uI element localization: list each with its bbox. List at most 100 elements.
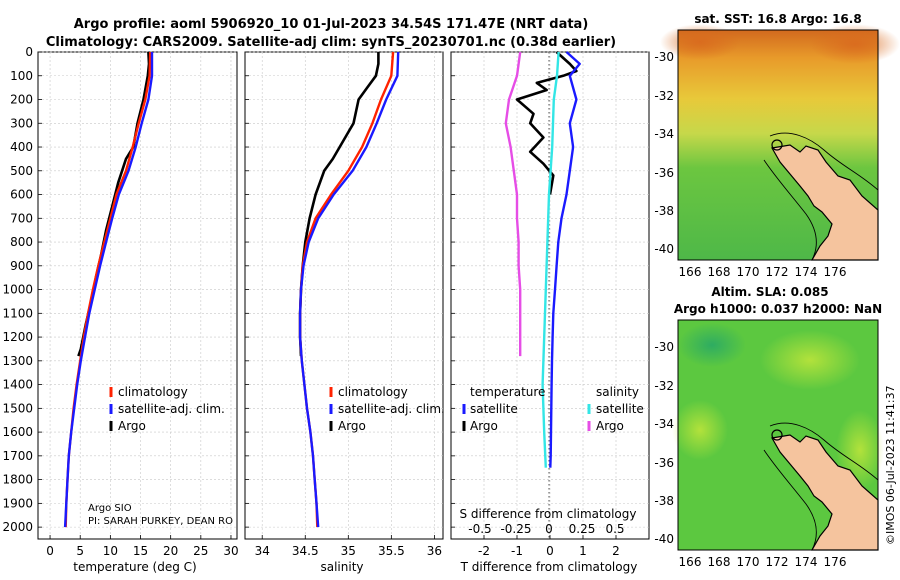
difference-panel: -2 -1 0 1 2 temperature satellite Argo salin… xyxy=(450,51,650,574)
x-tick-label: 35 xyxy=(341,544,356,558)
map-x-tick-label: 176 xyxy=(824,555,847,569)
sla-map-title: Altim. SLA: 0.085 xyxy=(711,285,828,299)
y-tick-label: 1600 xyxy=(2,425,33,439)
map-y-tick-label: -30 xyxy=(654,50,674,64)
legend-argo-label: Argo xyxy=(338,419,366,433)
y-tick-label: 2000 xyxy=(2,520,33,534)
x-tick-label: 36 xyxy=(427,544,442,558)
y-tick-label: 800 xyxy=(10,235,33,249)
salinity-panel-frame xyxy=(244,51,444,540)
y-tick-label: 1000 xyxy=(2,283,33,297)
sst-map: sat. SST: 16.8 Argo: 16.8 166 168 170 172 17… xyxy=(654,12,900,279)
legend-sal-satellite-label: satellite xyxy=(596,402,644,416)
bathymetry-contour xyxy=(769,132,879,191)
bathymetry-contour xyxy=(769,422,879,481)
imos-timestamp: ©IMOS 06-Jul-2023 11:41:37 xyxy=(884,385,897,545)
map-x-tick-label: 168 xyxy=(708,265,731,279)
map-x-tick-label: 166 xyxy=(679,555,702,569)
legend-temp-argo-label: Argo xyxy=(470,419,498,433)
x-tick-label: 35.5 xyxy=(378,544,405,558)
temperature-panel: 0100200300400500600700800900100011001200… xyxy=(2,45,238,574)
map-y-tick-label: -38 xyxy=(654,494,674,508)
map-x-tick-label: 166 xyxy=(679,265,702,279)
difference-series xyxy=(504,51,581,468)
sst-map-tick-labels: 166 168 170 172 174 176 -30 -32 -34 -36 -38 -40 xyxy=(654,50,846,279)
y-tick-label: 1800 xyxy=(2,473,33,487)
y-tick-label: 1900 xyxy=(2,496,33,510)
y-tick-label: 500 xyxy=(10,164,33,178)
bathymetry-contour xyxy=(763,159,817,261)
temperature-xlabel: temperature (deg C) xyxy=(73,560,196,574)
map-y-tick-label: -38 xyxy=(654,204,674,218)
map-x-tick-label: 168 xyxy=(708,555,731,569)
y-tick-label: 400 xyxy=(10,140,33,154)
series-line-satellite-adj-clim- xyxy=(63,52,154,528)
temperature-tick-labels: 0100200300400500600700800900100011001200… xyxy=(2,45,238,558)
x-tick-label: 34.5 xyxy=(292,544,319,558)
sla-low-patch xyxy=(678,323,746,367)
y-tick-label: 100 xyxy=(10,69,33,83)
y-tick-label: 600 xyxy=(10,188,33,202)
map-x-tick-label: 172 xyxy=(766,555,789,569)
y-tick-label: 1200 xyxy=(2,330,33,344)
y-tick-label: 1100 xyxy=(2,306,33,320)
series-line-t-satellite xyxy=(549,51,581,468)
legend-satellite-label: satellite-adj. clim. xyxy=(118,402,225,416)
series-line-satellite-adj-clim- xyxy=(298,51,400,528)
sla-high-patch xyxy=(760,330,860,390)
s-difference-tick-labels: -0.5 -0.25 0 0.25 0.5 xyxy=(468,522,624,536)
y-tick-label: 700 xyxy=(10,211,33,225)
map-x-tick-label: 174 xyxy=(795,265,818,279)
difference-legend: temperature satellite Argo salinity sate… xyxy=(462,385,644,433)
legend-temperature-title: temperature xyxy=(470,385,545,399)
s-diff-tick-label: -0.5 xyxy=(468,522,491,536)
x-tick-label: 10 xyxy=(103,544,118,558)
x-tick-label: 0 xyxy=(46,544,54,558)
x-tick-label: 34 xyxy=(255,544,270,558)
sla-map-subtitle: Argo h1000: 0.037 h2000: NaN xyxy=(674,302,882,316)
bathymetry-contour xyxy=(763,449,817,551)
legend-satellite-label: satellite-adj. clim. xyxy=(338,402,445,416)
sst-map-frame xyxy=(677,29,879,261)
y-tick-label: 900 xyxy=(10,259,33,273)
annotation-pi: PI: SARAH PURKEY, DEAN RO xyxy=(88,516,233,527)
map-x-tick-label: 170 xyxy=(737,265,760,279)
map-y-tick-label: -32 xyxy=(654,89,674,103)
salinity-panel: 34 34.5 35 35.5 36 climatology satellite-adj… xyxy=(244,51,445,574)
map-y-tick-label: -36 xyxy=(654,456,674,470)
salinity-xlabel: salinity xyxy=(320,560,363,574)
x-tick-label: 2 xyxy=(612,544,620,558)
legend-temp-satellite-label: satellite xyxy=(470,402,518,416)
legend-argo-label: Argo xyxy=(118,419,146,433)
map-y-tick-label: -34 xyxy=(654,417,674,431)
map-x-tick-label: 170 xyxy=(737,555,760,569)
legend-salinity-title: salinity xyxy=(596,385,639,399)
map-y-tick-label: -40 xyxy=(654,242,674,256)
argo-float-location-marker xyxy=(771,139,783,151)
sst-map-title: sat. SST: 16.8 Argo: 16.8 xyxy=(694,12,861,26)
y-tick-label: 0 xyxy=(25,45,33,59)
sst-warm-patch xyxy=(660,24,740,60)
x-tick-label: 20 xyxy=(163,544,178,558)
x-tick-label: 15 xyxy=(133,544,148,558)
salinity-tick-labels: 34 34.5 35 35.5 36 xyxy=(255,544,442,558)
sla-high-patch xyxy=(672,400,728,460)
temperature-series xyxy=(63,51,154,528)
map-x-tick-label: 174 xyxy=(795,555,818,569)
series-line-s-satellite xyxy=(541,51,560,468)
s-diff-tick-label: 0 xyxy=(545,522,553,536)
legend-climatology-label: climatology xyxy=(118,385,188,399)
x-tick-label: 1 xyxy=(579,544,587,558)
x-tick-label: 0 xyxy=(546,544,554,558)
annotation-argo-sio: Argo SIO xyxy=(88,503,132,514)
s-diff-tick-label: 0.25 xyxy=(569,522,596,536)
temperature-grid xyxy=(38,51,237,539)
figure-subtitle: Climatology: CARS2009. Satellite-adj cli… xyxy=(46,35,616,50)
t-difference-xlabel: T difference from climatology xyxy=(460,560,638,574)
sla-map-tick-labels: 166 168 170 172 174 176 -30 -32 -34 -36 -38 -40 xyxy=(654,340,846,569)
map-y-tick-label: -36 xyxy=(654,166,674,180)
legend-sal-argo-label: Argo xyxy=(596,419,624,433)
difference-tick-labels: -2 -1 0 1 2 xyxy=(478,544,620,558)
figure-title: Argo profile: aoml 5906920_10 01-Jul-202… xyxy=(74,17,589,32)
